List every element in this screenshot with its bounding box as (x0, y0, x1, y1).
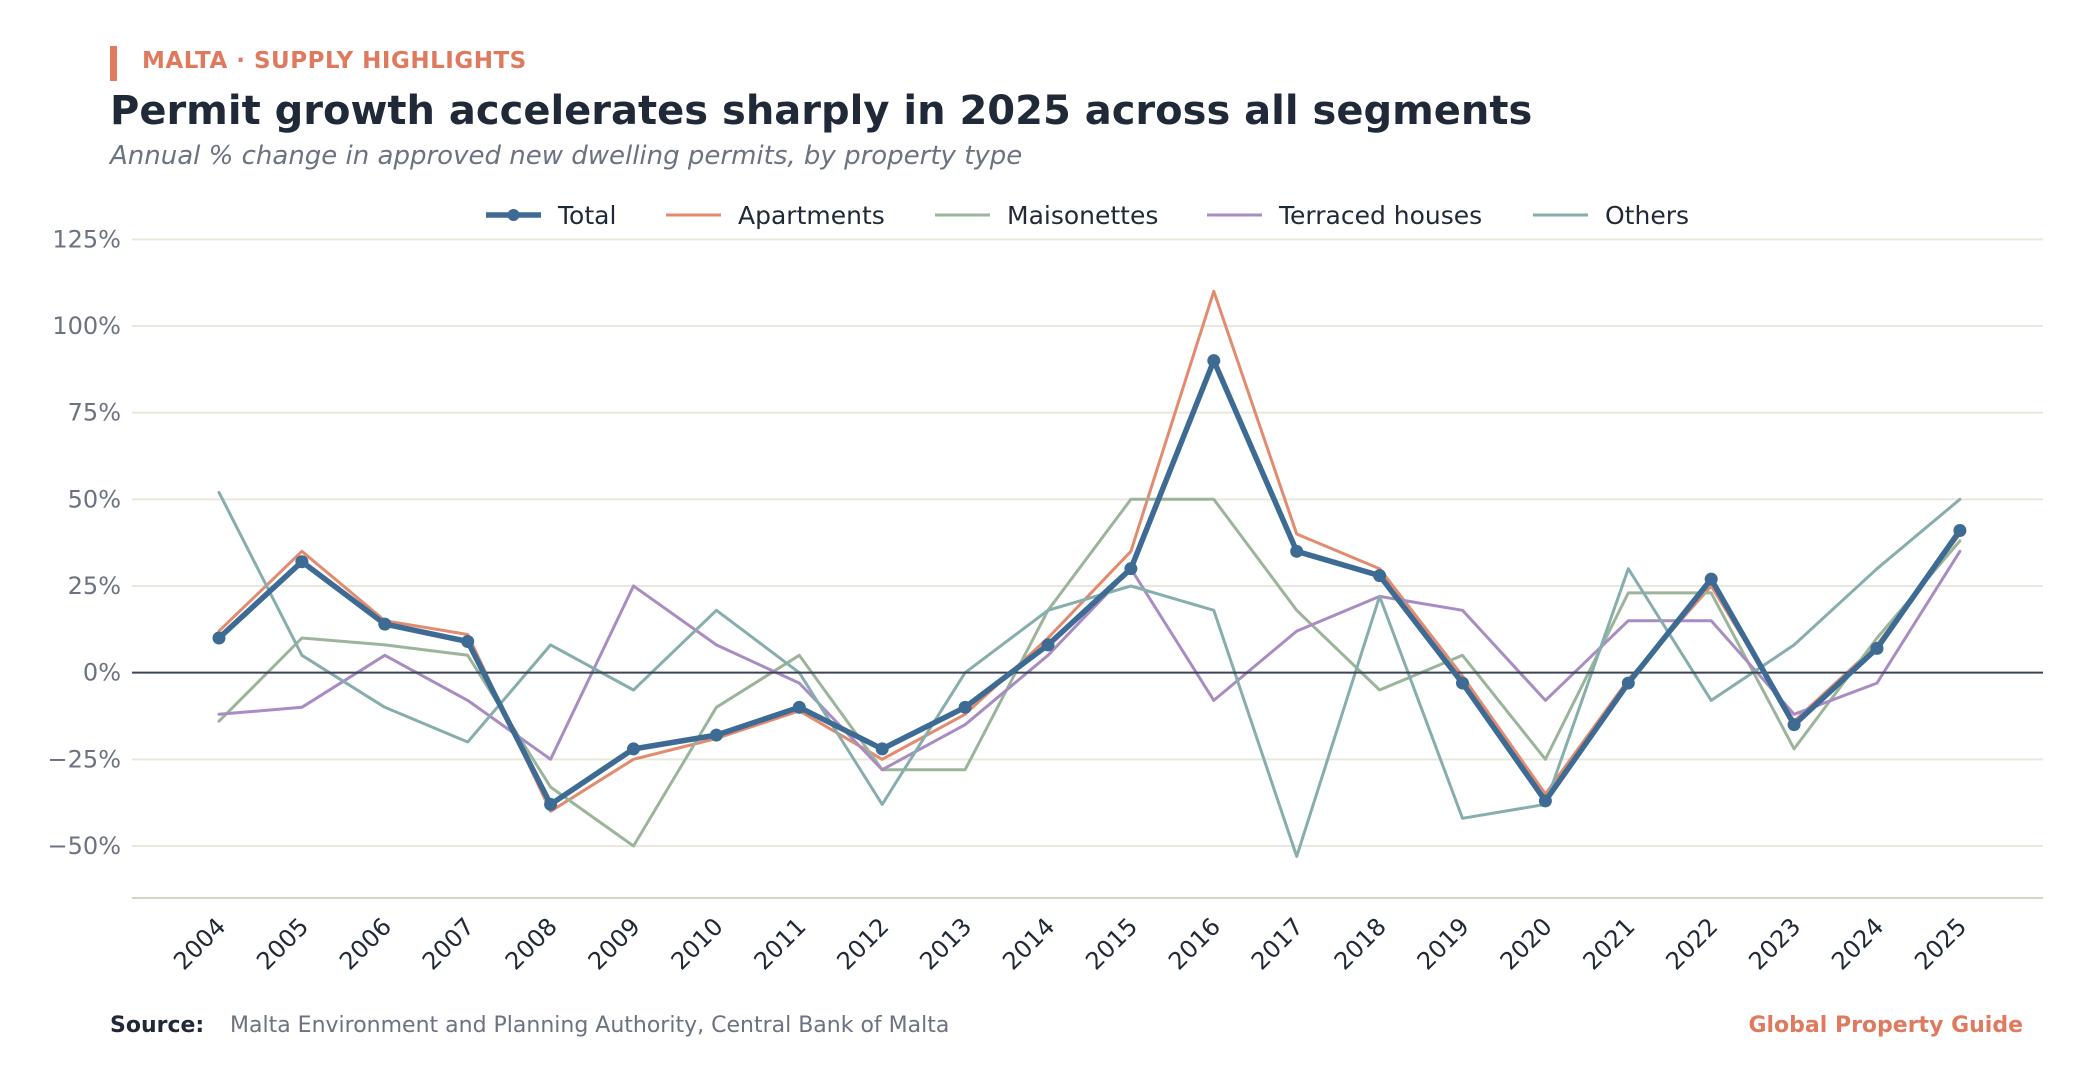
legend-label: Apartments (738, 201, 885, 230)
y-tick-label: 100% (52, 312, 121, 340)
x-tick-label: 2023 (1743, 912, 1806, 975)
series-lines (132, 289, 2043, 858)
x-tick-label: 2004 (168, 912, 231, 975)
x-tick-label: 2025 (1909, 912, 1972, 975)
legend-label: Total (557, 201, 616, 230)
chart-subtitle: Annual % change in approved new dwelling… (110, 141, 1023, 171)
series-line-terraced-houses (217, 549, 1962, 772)
legend-label: Maisonettes (1007, 201, 1158, 230)
data-point (1373, 569, 1387, 583)
x-tick-label: 2009 (583, 912, 646, 975)
x-tick-label: 2019 (1412, 912, 1475, 975)
data-point (544, 797, 558, 811)
series-line-apartments (217, 289, 1962, 813)
x-axis-ticks: 2004 2005 2006 2007 2008 2009 2010 2011 2012 2013… (168, 912, 1972, 975)
data-point (627, 742, 640, 756)
y-tick-label: 125% (52, 225, 121, 253)
data-point (1124, 562, 1138, 576)
data-point (212, 631, 226, 645)
data-point (1538, 794, 1552, 808)
data-point (1456, 676, 1469, 690)
x-tick-label: 2014 (997, 912, 1060, 975)
y-tick-label: 0% (83, 659, 121, 687)
x-tick-label: 2013 (914, 912, 977, 975)
data-point (1787, 718, 1801, 732)
x-tick-label: 2016 (1163, 912, 1226, 975)
x-tick-label: 2018 (1329, 912, 1392, 975)
x-tick-label: 2022 (1660, 912, 1723, 975)
data-point (461, 634, 475, 648)
x-tick-label: 2008 (500, 912, 563, 975)
brand-logo-text: Global Property Guide (1748, 1013, 2023, 1038)
series-line-total (216, 357, 1963, 808)
legend-label: Others (1605, 201, 1689, 230)
x-tick-label: 2020 (1495, 912, 1558, 975)
data-point (1621, 676, 1635, 690)
y-axis-ticks: −50% −25% 0% 25% 50% 75% 100% 125% (48, 225, 121, 860)
x-tick-label: 2017 (1246, 912, 1309, 975)
x-tick-label: 2015 (1080, 912, 1143, 975)
data-point (1041, 638, 1055, 652)
legend-marker (507, 209, 520, 221)
x-tick-label: 2006 (334, 912, 397, 975)
x-tick-label: 2005 (251, 912, 314, 975)
y-tick-label: −25% (48, 745, 121, 773)
y-tick-label: 50% (68, 485, 121, 513)
x-tick-label: 2011 (749, 912, 812, 975)
x-tick-label: 2012 (831, 912, 894, 975)
kicker-label: MALTA · SUPPLY HIGHLIGHTS (142, 48, 527, 74)
x-tick-label: 2021 (1578, 912, 1641, 975)
kicker-accent-bar (110, 46, 117, 81)
data-point (1953, 524, 1967, 538)
legend-label: Terraced houses (1278, 201, 1482, 230)
y-tick-label: 75% (68, 399, 121, 427)
data-point (792, 700, 806, 714)
source-label: Source: (110, 1013, 205, 1038)
data-point (1870, 641, 1884, 655)
data-point (1704, 572, 1718, 586)
data-point (709, 728, 723, 742)
y-tick-label: 25% (68, 572, 121, 600)
data-point (1207, 354, 1221, 368)
x-tick-label: 2007 (417, 912, 480, 975)
gridlines (132, 238, 2043, 899)
x-tick-label: 2010 (666, 912, 729, 975)
legend: Total Apartments Maisonettes Terraced house… (486, 201, 1689, 230)
x-tick-label: 2024 (1826, 912, 1889, 975)
data-point (1290, 544, 1304, 558)
data-point (958, 700, 972, 714)
data-point (875, 742, 889, 756)
source-text: Malta Environment and Planning Authority… (230, 1013, 950, 1038)
data-point (295, 555, 309, 569)
chart-title: Permit growth accelerates sharply in 202… (110, 88, 1533, 134)
data-point (378, 617, 392, 631)
y-tick-label: −50% (48, 832, 121, 860)
